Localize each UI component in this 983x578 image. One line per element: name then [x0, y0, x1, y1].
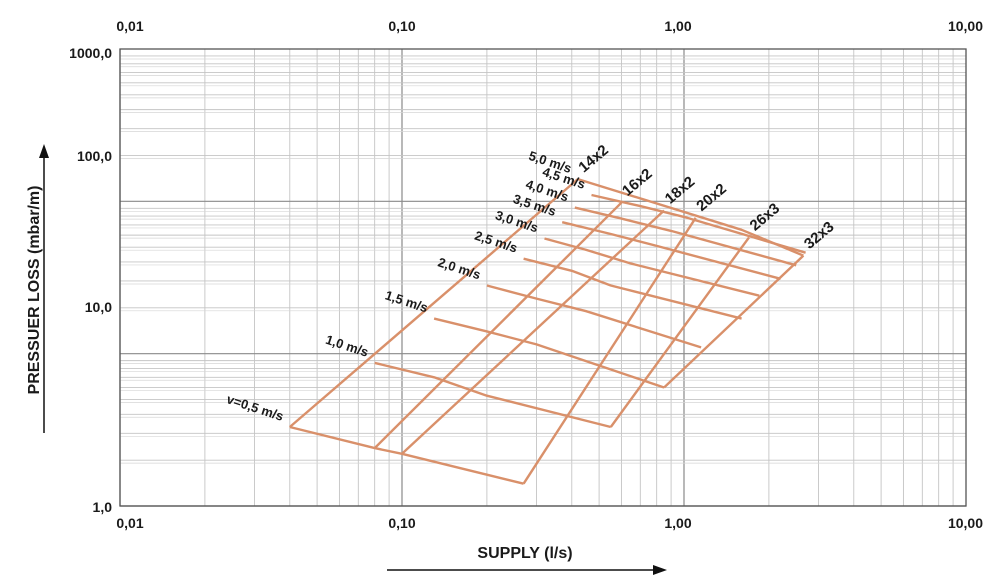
y-axis-arrow-head — [39, 144, 49, 158]
pipe-label-0: 14x2 — [575, 142, 611, 176]
x-top-tick-3: 10,00 — [948, 18, 983, 34]
curves — [289, 177, 806, 485]
pipe-label-3: 20x2 — [693, 180, 729, 214]
x-axis-arrow-head — [653, 565, 667, 575]
velocity-line-0 — [289, 425, 524, 485]
velocity-label-3: 2,0 m/s — [436, 255, 483, 283]
y-tick-1: 10,0 — [85, 299, 112, 315]
y-tick-0: 1,0 — [93, 499, 113, 515]
velocity-line-1 — [374, 361, 612, 429]
x-bottom-tick-0: 0,01 — [116, 515, 143, 531]
velocity-label-0: v=0,5 m/s — [225, 391, 286, 423]
pipe-line-4 — [609, 236, 750, 428]
y-ticks: 1,0 10,0 100,0 1000,0 — [69, 45, 112, 515]
grid — [119, 49, 966, 507]
velocity-line-7 — [574, 206, 797, 267]
pipe-line-3 — [522, 217, 697, 485]
pipe-line-2 — [401, 209, 665, 455]
plot-border — [119, 48, 967, 507]
y-tick-3: 1000,0 — [69, 45, 112, 61]
x-top-tick-0: 0,01 — [116, 18, 143, 34]
velocity-line-5 — [544, 237, 760, 297]
x-bottom-tick-2: 1,00 — [664, 515, 691, 531]
x-bottom-tick-3: 10,00 — [948, 515, 983, 531]
pipe-label-1: 16x2 — [619, 165, 655, 199]
x-top-tick-2: 1,00 — [664, 18, 691, 34]
pipe-line-5 — [663, 254, 805, 389]
x-axis-title-group: SUPPLY (l/s) — [387, 545, 667, 575]
y-axis-title: PRESSUER LOSS (mbar/m) — [26, 186, 43, 395]
x-top-tick-1: 0,10 — [388, 18, 415, 34]
velocity-line-9 — [577, 177, 804, 257]
velocity-label-1: 1,0 m/s — [324, 332, 371, 360]
pipe-line-0 — [289, 178, 579, 428]
x-bottom-tick-1: 0,10 — [388, 515, 415, 531]
pipe-line-1 — [373, 201, 623, 449]
y-tick-2: 100,0 — [77, 148, 112, 164]
velocity-label-4: 2,5 m/s — [473, 228, 520, 256]
x-bottom-ticks: 0,01 0,10 1,00 10,00 — [116, 515, 983, 531]
x-axis-title: SUPPLY (l/s) — [477, 545, 572, 562]
pipe-label-4: 26x3 — [747, 200, 783, 234]
velocity-line-3 — [486, 284, 702, 349]
y-axis-title-group: PRESSUER LOSS (mbar/m) — [26, 144, 49, 433]
velocity-label-2: 1,5 m/s — [383, 288, 430, 316]
x-top-ticks: 0,01 0,10 1,00 10,00 — [116, 18, 983, 34]
